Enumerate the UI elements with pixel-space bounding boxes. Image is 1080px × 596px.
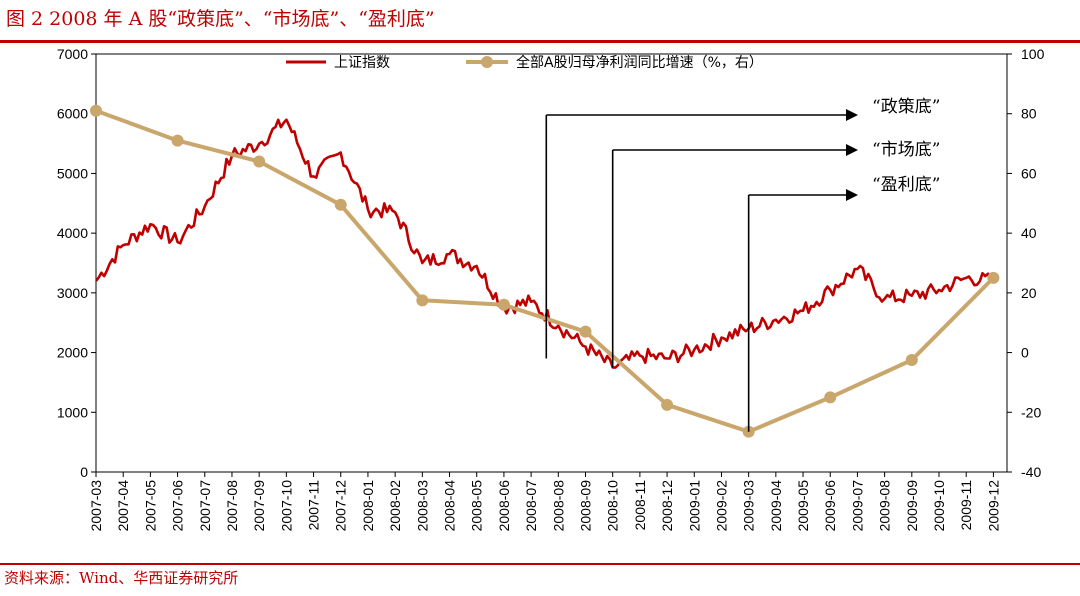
legend-label-shanghai-index: 上证指数 xyxy=(334,55,390,71)
annotation-label: “政策底” xyxy=(872,97,940,117)
x-tick-label: 2007-03 xyxy=(88,480,104,532)
x-tick-label: 2007-08 xyxy=(224,480,240,532)
annotation-layer: “政策底” “市场底” “盈利底” xyxy=(545,97,940,432)
x-tick-label: 2008-01 xyxy=(360,480,376,532)
legend-label-profit-growth: 全部A股归母净利润同比增速（%，右） xyxy=(516,54,763,71)
x-tick-label: 2009-05 xyxy=(795,480,811,532)
annotation-label: “盈利底” xyxy=(872,175,940,195)
profit-growth-point xyxy=(987,271,1000,284)
profit-growth-point xyxy=(579,325,592,338)
x-tick-label: 2007-07 xyxy=(197,480,213,532)
x-tick-label: 2009-06 xyxy=(822,480,838,532)
profit-growth-point xyxy=(334,198,347,211)
x-tick-label: 2009-04 xyxy=(768,480,784,532)
annotation-arrow-head xyxy=(846,109,858,121)
x-tick-label: 2007-06 xyxy=(170,480,186,532)
series-shanghai-index-line xyxy=(94,118,994,369)
profit-growth-point xyxy=(171,134,184,147)
x-tick-label: 2008-12 xyxy=(659,480,675,532)
x-tick-label: 2009-09 xyxy=(904,480,920,532)
x-tick-label: 2008-06 xyxy=(496,480,512,532)
y-right-tick-label: -40 xyxy=(1021,464,1041,480)
x-tick-label: 2009-12 xyxy=(985,480,1001,532)
source-note: 资料来源：Wind、华西证券研究所 xyxy=(4,569,239,587)
x-tick-label: 2009-02 xyxy=(713,480,729,532)
y-left-tick-label: 7000 xyxy=(57,46,88,62)
x-tick-label: 2008-09 xyxy=(577,480,593,532)
y-right-tick-label: 60 xyxy=(1021,165,1037,181)
y-left-tick-label: 4000 xyxy=(57,225,88,241)
profit-growth-point xyxy=(416,294,429,307)
profit-growth-point xyxy=(824,391,837,404)
x-tick-label: 2008-03 xyxy=(414,480,430,532)
x-tick-label: 2008-05 xyxy=(469,480,485,532)
x-tick-label: 2008-04 xyxy=(442,480,458,532)
plot-frame xyxy=(95,53,1008,473)
y-right-tick-label: -20 xyxy=(1021,404,1041,420)
x-tick-label: 2008-11 xyxy=(632,480,648,531)
y-left-tick-label: 5000 xyxy=(57,165,88,181)
x-tick-label: 2009-07 xyxy=(849,480,865,532)
y-right-tick-label: 40 xyxy=(1021,225,1037,241)
y-left-tick-label: 3000 xyxy=(57,285,88,301)
y-left-tick-label: 0 xyxy=(80,464,88,480)
profit-growth-point xyxy=(497,298,510,311)
profit-growth-point xyxy=(905,354,918,367)
x-tick-label: 2009-01 xyxy=(686,480,702,532)
axes: 0 1000 2000 3000 4000 5000 6000 7000 -40 -20 0 20 40… xyxy=(57,46,1045,531)
y-right-tick-label: 20 xyxy=(1021,285,1037,301)
x-tick-label: 2008-10 xyxy=(605,480,621,532)
y-left-tick-label: 2000 xyxy=(57,345,88,361)
x-tick-label: 2007-04 xyxy=(115,480,131,532)
x-tick-label: 2007-11 xyxy=(306,480,322,531)
x-tick-label: 2009-10 xyxy=(931,480,947,532)
annotation-arrow-head xyxy=(846,189,858,201)
x-tick-label: 2007-05 xyxy=(142,480,158,532)
x-tick-label: 2009-08 xyxy=(877,480,893,532)
x-tick-label: 2007-12 xyxy=(333,480,349,532)
x-tick-label: 2007-09 xyxy=(251,480,267,532)
profit-growth-point xyxy=(661,398,674,411)
x-tick-label: 2007-10 xyxy=(278,480,294,532)
y-right-tick-label: 100 xyxy=(1021,46,1045,62)
x-tick-label: 2008-08 xyxy=(550,480,566,532)
legend-marker-profit-growth xyxy=(481,56,493,68)
series-layer xyxy=(90,104,1000,438)
figure-title: 图 2 2008 年 A 股“政策底”、“市场底”、“盈利底” xyxy=(6,8,435,30)
annotation-label: “市场底” xyxy=(872,140,940,160)
series-profit-growth-line xyxy=(95,108,995,434)
legend: 上证指数 全部A股归母净利润同比增速（%，右） xyxy=(286,54,763,71)
profit-growth-point xyxy=(253,155,266,168)
annotation-arrow-head xyxy=(846,144,858,156)
x-tick-label: 2008-02 xyxy=(387,480,403,532)
profit-growth-point xyxy=(90,104,102,117)
x-tick-label: 2008-07 xyxy=(523,480,539,532)
x-tick-label: 2009-11 xyxy=(958,480,974,531)
x-tick-label: 2009-03 xyxy=(741,480,757,532)
y-right-tick-label: 0 xyxy=(1021,345,1029,361)
y-right-tick-label: 80 xyxy=(1021,106,1037,122)
y-left-tick-label: 6000 xyxy=(57,106,88,122)
bottom-rule xyxy=(0,563,1080,565)
y-left-tick-label: 1000 xyxy=(57,404,88,420)
top-rule xyxy=(0,40,1080,43)
